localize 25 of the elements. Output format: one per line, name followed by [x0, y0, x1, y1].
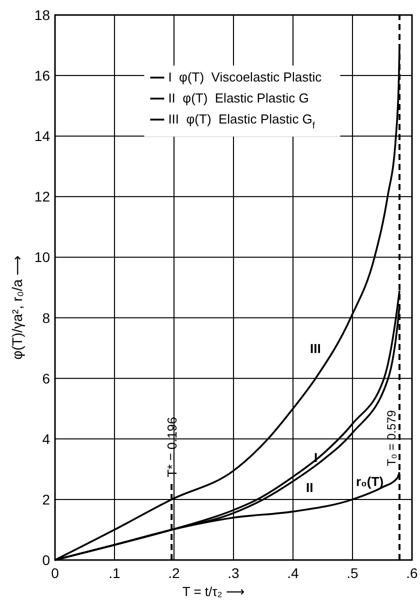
- ref-line-label: T₀ = 0.579: [384, 410, 399, 466]
- y-tick-label: 0: [42, 552, 50, 568]
- y-tick-label: 8: [42, 310, 50, 326]
- legend-label: II φ(T) Elastic Plastic G: [168, 90, 309, 106]
- annotation: III: [310, 341, 321, 356]
- y-tick-label: 18: [34, 7, 50, 23]
- x-tick-label: .2: [168, 565, 180, 581]
- legend-label: I φ(T) Viscoelastic Plastic: [168, 70, 322, 85]
- y-tick-label: 12: [34, 188, 50, 205]
- x-axis-title: T = t/τ₂ ⟶: [182, 584, 245, 599]
- x-tick-label: .5: [346, 565, 359, 581]
- y-axis-title: φ(T)/γa², r₀/a ⟶: [9, 255, 25, 360]
- y-tick-label: 4: [42, 430, 50, 447]
- x-tick-label: .6: [406, 565, 418, 581]
- y-tick-label: 2: [42, 491, 50, 508]
- y-tick-label: 14: [34, 128, 50, 144]
- annotation: r₀(T): [356, 474, 384, 489]
- x-tick-label: .4: [287, 565, 300, 581]
- y-tick-label: 6: [42, 370, 50, 386]
- y-tick-label: 10: [34, 249, 50, 266]
- x-tick-label: .3: [228, 565, 240, 581]
- x-tick-label: .1: [108, 565, 121, 581]
- legend-label: III φ(T) Elastic Plastic G$_{f}$: [168, 112, 316, 131]
- y-tick-label: 16: [34, 68, 50, 84]
- annotation: II: [306, 480, 314, 495]
